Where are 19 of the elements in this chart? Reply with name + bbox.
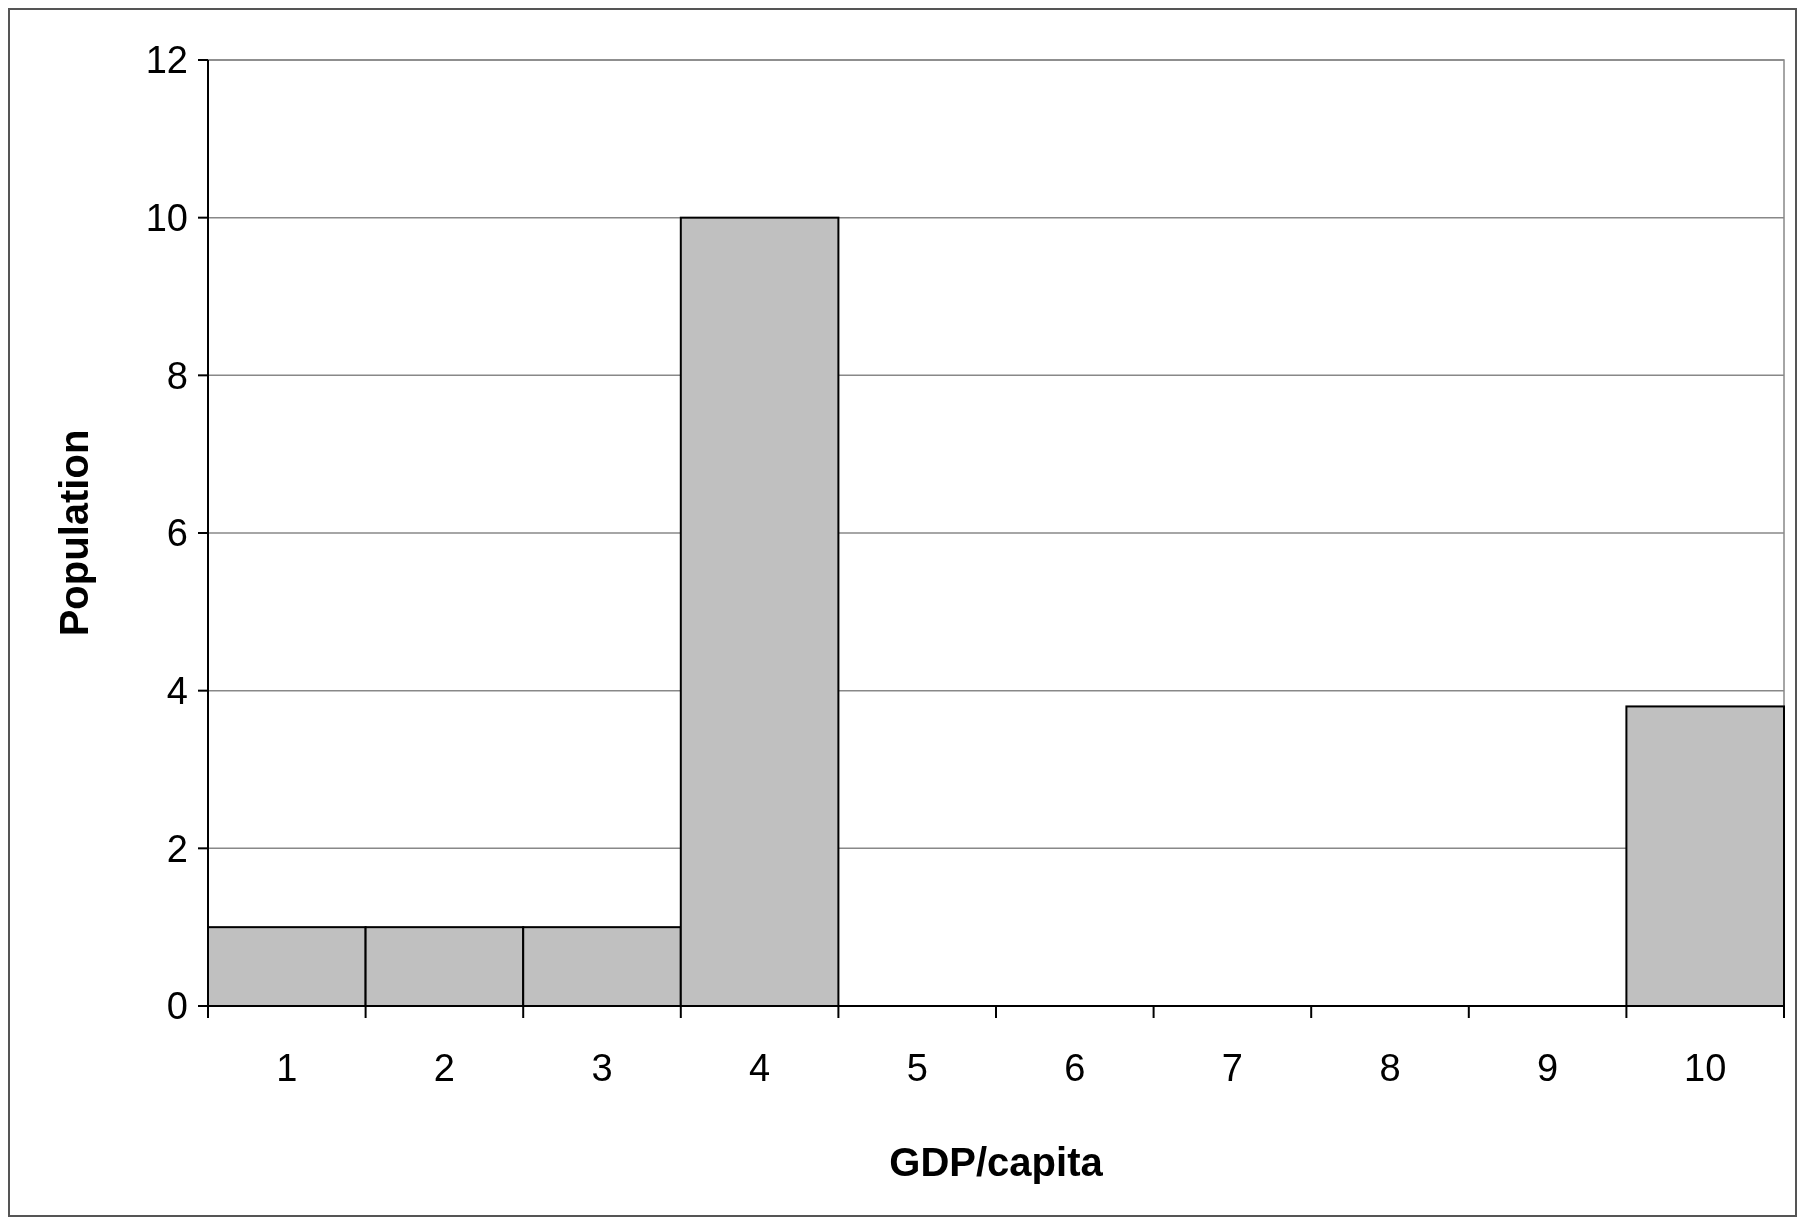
x-tick-label: 2 [433, 1047, 455, 1089]
y-tick-label: 4 [166, 669, 188, 712]
y-tick-label: 6 [166, 512, 188, 555]
y-axis-title: Population [52, 429, 96, 637]
y-tick-label: 2 [166, 827, 188, 870]
x-tick-label: 7 [1221, 1047, 1243, 1089]
x-axis-title: GDP/capita [889, 1140, 1104, 1184]
y-tick-label: 8 [166, 354, 188, 397]
y-tick-label: 10 [145, 196, 188, 239]
x-tick-label: 5 [906, 1047, 928, 1089]
x-tick-label: 1 [276, 1047, 298, 1089]
x-tick-label: 3 [591, 1047, 613, 1089]
y-tick-label: 0 [166, 985, 188, 1028]
x-tick-label: 6 [1064, 1047, 1086, 1089]
x-tick-label: 4 [749, 1047, 771, 1089]
x-tick-label: 8 [1379, 1047, 1401, 1089]
x-tick-label: 10 [1684, 1047, 1727, 1089]
x-tick-label: 9 [1537, 1047, 1559, 1089]
y-tick-label: 12 [145, 39, 188, 82]
